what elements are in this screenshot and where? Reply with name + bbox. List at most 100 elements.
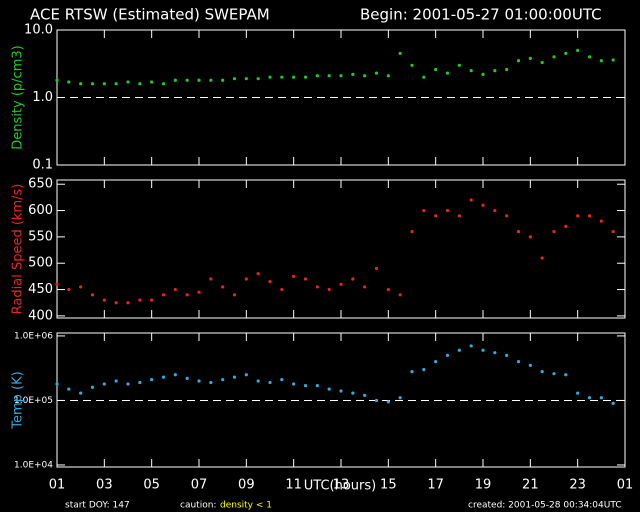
data-point (173, 373, 177, 377)
data-point (611, 401, 615, 405)
data-point (209, 277, 213, 281)
data-point (516, 230, 521, 234)
data-point (67, 387, 71, 391)
data-point (386, 400, 390, 404)
data-point (55, 78, 59, 82)
data-point (398, 396, 402, 400)
data-point (422, 208, 426, 213)
data-point (528, 56, 532, 60)
data-point (599, 396, 603, 400)
x-tick-label: 17 (427, 478, 444, 493)
data-point (564, 224, 568, 228)
data-point (611, 58, 615, 62)
data-point (481, 72, 485, 76)
data-point (173, 287, 177, 292)
data-point (185, 78, 189, 82)
data-point (576, 48, 580, 52)
data-point (445, 353, 450, 357)
y-tick-label: 600 (28, 203, 53, 218)
data-point (221, 285, 225, 289)
y-tick-label: 1.0E+06 (14, 331, 53, 341)
data-point (327, 74, 331, 78)
data-point (457, 214, 461, 218)
data-point (138, 380, 142, 385)
data-point (540, 369, 544, 374)
data-point (67, 80, 71, 84)
y-axis-label: Radial Speed (km/s) (11, 184, 26, 315)
x-tick-label: 19 (475, 478, 492, 493)
data-point (126, 301, 130, 305)
data-point (67, 287, 71, 292)
caution-note: density < 1 (220, 501, 272, 511)
data-point (197, 290, 201, 294)
y-tick-label: 1.0E+05 (14, 396, 53, 406)
data-point (232, 77, 237, 81)
data-point (552, 230, 556, 234)
data-point (481, 348, 485, 352)
data-point (292, 382, 296, 386)
data-point (540, 60, 544, 65)
data-point (150, 80, 154, 84)
data-point (315, 383, 319, 388)
y-tick-label: 500 (28, 256, 53, 271)
data-point (280, 287, 284, 292)
data-point (161, 375, 166, 379)
data-point (528, 363, 532, 367)
y-tick-label: 1.0E+04 (14, 460, 53, 470)
data-point (90, 385, 95, 389)
data-point (422, 75, 426, 79)
x-tick-label: 23 (569, 478, 586, 493)
data-point (398, 51, 402, 56)
x-tick-label: 03 (96, 478, 113, 493)
data-point (161, 82, 166, 86)
x-axis-label: UTC(hours) (304, 479, 376, 494)
data-point (493, 208, 497, 213)
y-tick-label: 550 (28, 229, 53, 244)
data-point (280, 378, 284, 382)
data-point (611, 230, 615, 234)
data-point (102, 382, 106, 386)
data-point (102, 82, 106, 86)
data-point (410, 63, 414, 67)
data-point (79, 391, 83, 395)
created-time: created: 2001-05-28 00:34:04UTC (468, 501, 622, 511)
data-point (315, 74, 319, 78)
data-point (434, 67, 438, 72)
data-point (256, 77, 260, 81)
data-point (374, 71, 379, 75)
data-point (599, 219, 603, 223)
y-tick-label: 10.0 (24, 23, 53, 38)
data-point (268, 75, 272, 79)
data-point (327, 287, 331, 292)
data-point (197, 78, 201, 82)
data-point (516, 359, 521, 364)
data-point (315, 285, 319, 289)
data-point (126, 382, 130, 386)
data-point (434, 359, 438, 364)
data-point (564, 373, 568, 377)
data-point (114, 379, 118, 383)
x-tick-label: 01 (49, 478, 66, 493)
data-point (422, 368, 426, 372)
start-doy: start DOY: 147 (65, 501, 130, 511)
data-point (434, 214, 438, 218)
data-point (363, 285, 367, 289)
data-point (398, 293, 402, 297)
data-point (244, 277, 248, 281)
data-point (505, 214, 509, 218)
data-point (244, 77, 248, 81)
data-point (552, 55, 556, 59)
data-point (173, 78, 177, 82)
data-point (303, 277, 308, 281)
data-point (55, 282, 59, 286)
y-tick-label: 0.1 (32, 158, 53, 173)
data-point (505, 353, 509, 357)
data-point (410, 230, 414, 234)
data-point (363, 393, 367, 397)
data-point (102, 298, 106, 302)
data-point (209, 78, 213, 82)
data-point (126, 80, 130, 84)
data-point (339, 282, 343, 286)
data-point (161, 293, 166, 297)
